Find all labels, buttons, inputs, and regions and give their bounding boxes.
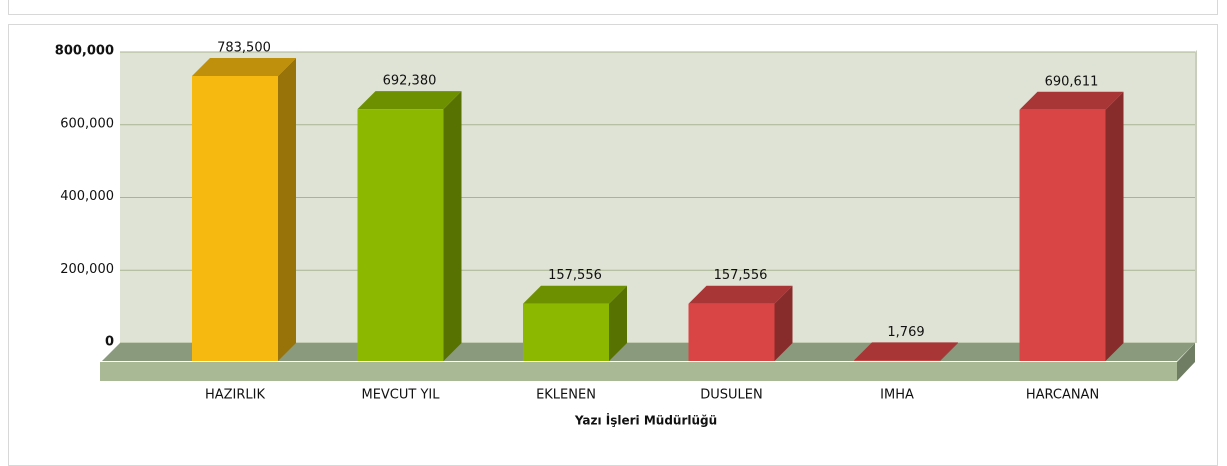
y-tick-label: 200,000 xyxy=(60,262,114,277)
x-tick-label: MEVCUT YIL xyxy=(361,388,440,403)
bar xyxy=(523,303,609,361)
bar-top xyxy=(357,91,462,110)
bar-side xyxy=(940,342,958,361)
bar-top xyxy=(192,58,296,77)
x-tick-label: HAZIRLIK xyxy=(205,388,266,403)
x-tick-label: EKLENEN xyxy=(536,388,596,403)
bar-top xyxy=(854,342,958,361)
bar-side xyxy=(278,58,296,361)
value-label: 157,556 xyxy=(548,268,602,283)
bar-top xyxy=(1019,91,1124,110)
bar-top xyxy=(688,285,793,304)
bar xyxy=(854,360,940,361)
x-tick-label: DUSULEN xyxy=(700,388,762,403)
bar-side xyxy=(609,285,627,361)
value-label: 690,611 xyxy=(1045,74,1099,89)
x-axis-label: Yazı İşleri Müdürlüğü xyxy=(574,413,717,428)
value-label: 783,500 xyxy=(217,41,271,56)
value-label: 157,556 xyxy=(714,268,768,283)
floor-front xyxy=(100,362,1177,381)
top-panel xyxy=(8,0,1218,15)
x-tick-label: HARCANAN xyxy=(1026,388,1099,403)
floor-side xyxy=(1177,343,1195,381)
value-label: 1,769 xyxy=(887,325,924,340)
bar xyxy=(192,76,278,361)
bar xyxy=(1019,109,1106,361)
bar-side xyxy=(1105,91,1124,361)
y-tick-label: 400,000 xyxy=(60,189,114,204)
y-tick-label: 0 xyxy=(105,335,114,350)
x-tick-label: IMHA xyxy=(880,388,914,403)
bar-side xyxy=(774,285,793,361)
value-label: 692,380 xyxy=(383,74,437,89)
bar-top xyxy=(523,285,627,304)
bar xyxy=(357,109,444,361)
y-tick-label: 800,000 xyxy=(55,44,114,59)
bar xyxy=(688,303,775,361)
y-tick-label: 600,000 xyxy=(60,116,114,131)
bar-side xyxy=(443,91,462,361)
side-wall xyxy=(1195,50,1197,343)
